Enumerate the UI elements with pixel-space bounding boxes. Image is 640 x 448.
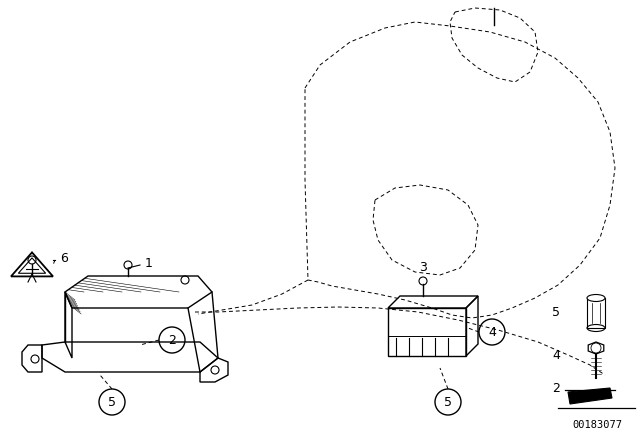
Text: 1: 1: [145, 257, 153, 270]
Text: 2: 2: [552, 382, 560, 395]
Text: 2: 2: [168, 333, 176, 346]
Text: 5: 5: [444, 396, 452, 409]
Text: 4: 4: [488, 326, 496, 339]
Text: 00183077: 00183077: [572, 420, 622, 430]
Ellipse shape: [587, 294, 605, 302]
Polygon shape: [568, 388, 612, 404]
Text: 5: 5: [108, 396, 116, 409]
Text: 4: 4: [552, 349, 560, 362]
Bar: [587, 298, 605, 328]
Text: 5: 5: [552, 306, 560, 319]
Text: 6: 6: [60, 251, 68, 264]
Text: 3: 3: [419, 261, 427, 274]
